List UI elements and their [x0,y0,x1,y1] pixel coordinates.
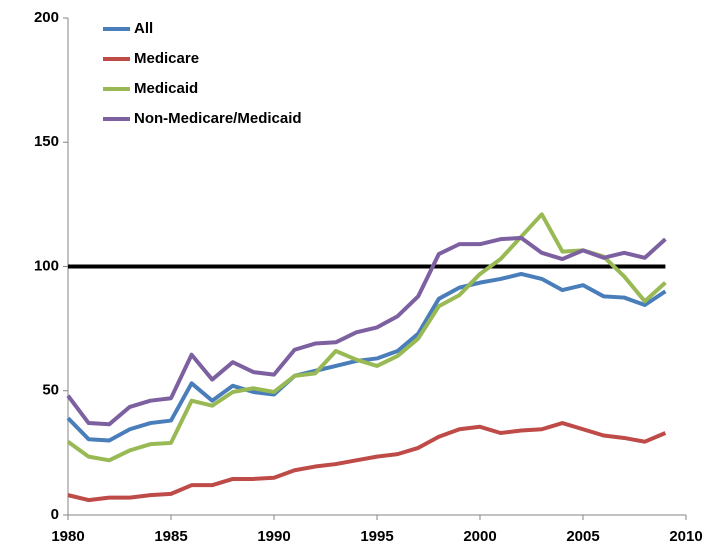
x-tick-label: 2010 [669,528,702,545]
y-tick-label: 150 [34,133,59,150]
y-tick-label: 200 [34,9,59,26]
x-tick-label: 2005 [566,528,599,545]
x-tick-label: 1990 [257,528,290,545]
x-tick-label: 1995 [360,528,393,545]
legend-label: Medicaid [134,80,198,97]
legend-label: Medicare [134,50,199,67]
x-tick-label: 1980 [51,528,84,545]
y-tick-label: 100 [34,257,59,274]
series-line [67,421,667,503]
series-line [66,235,667,427]
x-tick-label: 2000 [463,528,496,545]
legend-label: Non-Medicare/Medicaid [134,110,302,127]
y-tick-label: 0 [51,506,59,523]
series-line [66,271,667,443]
legend-label: All [134,20,153,37]
x-tick-label: 1985 [154,528,187,545]
series-line [66,212,667,463]
y-tick-label: 50 [42,382,59,399]
